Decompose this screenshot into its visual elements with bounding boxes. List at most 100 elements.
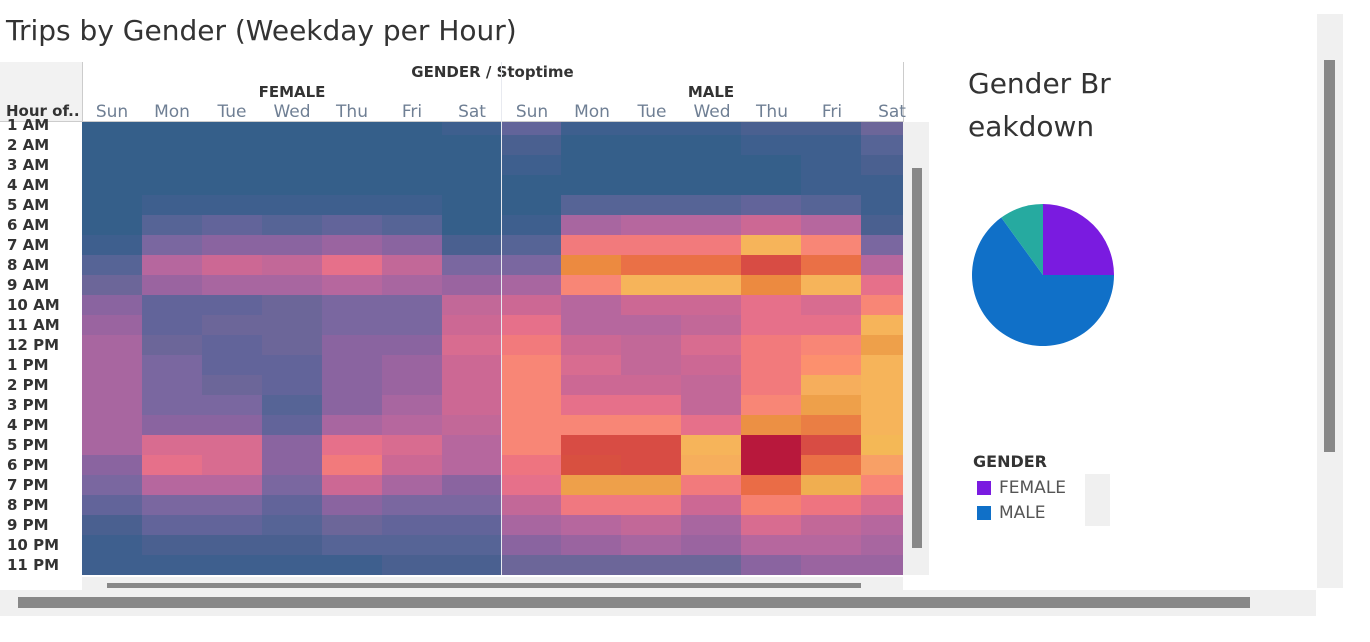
heatmap-cell[interactable] xyxy=(801,155,861,175)
heatmap-cell[interactable] xyxy=(741,122,801,135)
heatmap-cell[interactable] xyxy=(322,175,382,195)
heatmap-cell[interactable] xyxy=(681,375,741,395)
heatmap-cell[interactable] xyxy=(681,295,741,315)
heatmap-cell[interactable] xyxy=(382,375,442,395)
heatmap-cell[interactable] xyxy=(741,335,801,355)
heatmap-cell[interactable] xyxy=(82,375,142,395)
hour-label[interactable]: 3 AM xyxy=(7,156,50,174)
heatmap-cell[interactable] xyxy=(741,375,801,395)
heatmap-cell[interactable] xyxy=(681,275,741,295)
heatmap-cell[interactable] xyxy=(561,395,621,415)
heatmap-cell[interactable] xyxy=(861,155,903,175)
heatmap-cell[interactable] xyxy=(861,375,903,395)
heatmap-cell[interactable] xyxy=(741,475,801,495)
heatmap-cell[interactable] xyxy=(82,255,142,275)
heatmap-cell[interactable] xyxy=(861,535,903,555)
heatmap-cell[interactable] xyxy=(142,275,202,295)
heatmap-cell[interactable] xyxy=(501,495,561,515)
row-axis-title[interactable]: Hour of.. xyxy=(6,102,80,120)
heatmap-cell[interactable] xyxy=(382,415,442,435)
heatmap-cell[interactable] xyxy=(262,295,322,315)
heatmap-cell[interactable] xyxy=(322,355,382,375)
heatmap-cell[interactable] xyxy=(442,455,502,475)
page-horizontal-scroll-thumb[interactable] xyxy=(18,597,1250,608)
hour-label[interactable]: 3 PM xyxy=(7,396,49,414)
heatmap-cell[interactable] xyxy=(322,275,382,295)
heatmap-cell[interactable] xyxy=(442,395,502,415)
heatmap-cell[interactable] xyxy=(801,495,861,515)
heatmap-cell[interactable] xyxy=(621,495,681,515)
heatmap-cell[interactable] xyxy=(442,135,502,155)
heatmap-cell[interactable] xyxy=(82,415,142,435)
heatmap-cell[interactable] xyxy=(322,135,382,155)
day-header-female-sun[interactable]: Sun xyxy=(95,102,129,122)
heatmap-cell[interactable] xyxy=(621,215,681,235)
heatmap-cell[interactable] xyxy=(501,155,561,175)
heatmap-cell[interactable] xyxy=(142,475,202,495)
day-header-male-sat[interactable]: Sat xyxy=(878,102,906,122)
day-header-female-wed[interactable]: Wed xyxy=(273,102,311,122)
heatmap-cell[interactable] xyxy=(801,335,861,355)
heatmap-cell[interactable] xyxy=(82,175,142,195)
heatmap-cell[interactable] xyxy=(262,235,322,255)
heatmap-cell[interactable] xyxy=(82,215,142,235)
heatmap-cell[interactable] xyxy=(382,535,442,555)
day-header-female-mon[interactable]: Mon xyxy=(154,102,190,122)
heatmap-cell[interactable] xyxy=(322,195,382,215)
heatmap-cell[interactable] xyxy=(442,295,502,315)
hour-label[interactable]: 6 AM xyxy=(7,216,50,234)
heatmap-cell[interactable] xyxy=(442,515,502,535)
heatmap-cell[interactable] xyxy=(801,475,861,495)
heatmap-cell[interactable] xyxy=(621,455,681,475)
heatmap-cell[interactable] xyxy=(262,535,322,555)
heatmap-cell[interactable] xyxy=(561,215,621,235)
heatmap-cell[interactable] xyxy=(82,515,142,535)
heatmap-cell[interactable] xyxy=(202,375,262,395)
pie-slice-female[interactable] xyxy=(1043,204,1114,275)
heatmap-cell[interactable] xyxy=(442,535,502,555)
heatmap-cell[interactable] xyxy=(262,555,322,575)
heatmap-cell[interactable] xyxy=(741,175,801,195)
heatmap-cell[interactable] xyxy=(202,355,262,375)
heatmap-cell[interactable] xyxy=(561,535,621,555)
heatmap-cell[interactable] xyxy=(741,235,801,255)
heatmap-cell[interactable] xyxy=(561,255,621,275)
heatmap-cell[interactable] xyxy=(202,175,262,195)
heatmap-cell[interactable] xyxy=(82,535,142,555)
heatmap-cell[interactable] xyxy=(322,215,382,235)
heatmap-cell[interactable] xyxy=(442,215,502,235)
heatmap-cell[interactable] xyxy=(202,415,262,435)
heatmap-cell[interactable] xyxy=(801,435,861,455)
heatmap-cell[interactable] xyxy=(801,315,861,335)
heatmap-cell[interactable] xyxy=(681,495,741,515)
heatmap-cell[interactable] xyxy=(621,155,681,175)
heatmap-cell[interactable] xyxy=(262,415,322,435)
heatmap-cell[interactable] xyxy=(501,335,561,355)
heatmap-cell[interactable] xyxy=(262,255,322,275)
heatmap-cell[interactable] xyxy=(442,415,502,435)
heatmap-cell[interactable] xyxy=(382,195,442,215)
heatmap-cell[interactable] xyxy=(202,535,262,555)
heatmap-cell[interactable] xyxy=(262,495,322,515)
heatmap-cell[interactable] xyxy=(202,495,262,515)
heatmap-cell[interactable] xyxy=(442,235,502,255)
heatmap-cell[interactable] xyxy=(82,475,142,495)
heatmap-cell[interactable] xyxy=(501,235,561,255)
heatmap-cell[interactable] xyxy=(82,355,142,375)
heatmap-cell[interactable] xyxy=(82,155,142,175)
heatmap-cell[interactable] xyxy=(861,555,903,575)
heatmap-cell[interactable] xyxy=(741,515,801,535)
heatmap-cell[interactable] xyxy=(382,215,442,235)
hour-label[interactable]: 10 PM xyxy=(7,536,60,554)
legend-item-female[interactable]: FEMALE xyxy=(977,478,1066,498)
heatmap-cell[interactable] xyxy=(82,122,142,135)
heatmap-cell[interactable] xyxy=(501,195,561,215)
heatmap-cell[interactable] xyxy=(741,495,801,515)
hour-label[interactable]: 5 PM xyxy=(7,436,49,454)
heatmap-cell[interactable] xyxy=(142,455,202,475)
heatmap-cell[interactable] xyxy=(442,155,502,175)
heatmap-cell[interactable] xyxy=(561,175,621,195)
day-header-male-fri[interactable]: Fri xyxy=(821,102,843,122)
heatmap-cell[interactable] xyxy=(262,455,322,475)
heatmap-cell[interactable] xyxy=(202,235,262,255)
